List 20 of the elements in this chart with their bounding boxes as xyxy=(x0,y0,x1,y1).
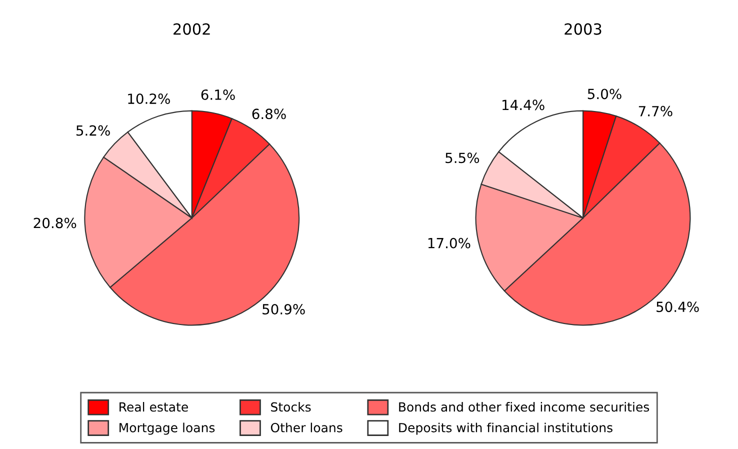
legend-label: Bonds and other fixed income securities xyxy=(399,402,650,412)
legend-label: Stocks xyxy=(271,402,311,412)
legend-label: Mortgage loans xyxy=(120,422,215,435)
legend-label: Deposits with financial institutions xyxy=(399,422,612,435)
data-label: 7.7% xyxy=(638,106,672,116)
legend-label: Real estate xyxy=(120,402,188,412)
data-label: 14.4% xyxy=(502,100,544,110)
data-label: 10.2% xyxy=(128,94,170,104)
data-label: 6.1% xyxy=(201,89,235,100)
chart-title: 2003 xyxy=(564,23,602,35)
data-label: 20.8% xyxy=(34,218,76,228)
data-label: 50.9% xyxy=(262,304,305,314)
data-label: 5.0% xyxy=(588,88,622,100)
data-label: 50.4% xyxy=(656,302,699,312)
chart-title: 2002 xyxy=(174,23,210,35)
data-label: 5.5% xyxy=(446,152,480,164)
data-label: 17.0% xyxy=(428,238,470,248)
data-label: 6.8% xyxy=(252,108,286,120)
legend-label: Other loans xyxy=(270,422,342,432)
data-label: 5.2% xyxy=(76,125,110,136)
